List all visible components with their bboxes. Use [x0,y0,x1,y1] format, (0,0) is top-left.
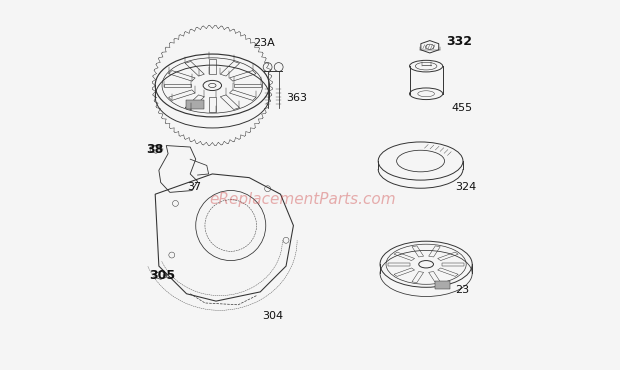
Text: 455: 455 [452,102,473,112]
Text: 332: 332 [446,35,472,48]
Text: 305: 305 [149,269,176,282]
Bar [435,281,449,289]
Text: 324: 324 [456,182,477,192]
Text: 304: 304 [262,311,283,321]
Text: 23A: 23A [253,38,275,48]
Text: 38: 38 [146,144,163,157]
Bar [186,100,205,109]
Text: 37: 37 [188,182,202,192]
Text: 23: 23 [456,285,470,295]
Text: 363: 363 [286,93,307,103]
Text: eReplacementParts.com: eReplacementParts.com [210,192,396,207]
